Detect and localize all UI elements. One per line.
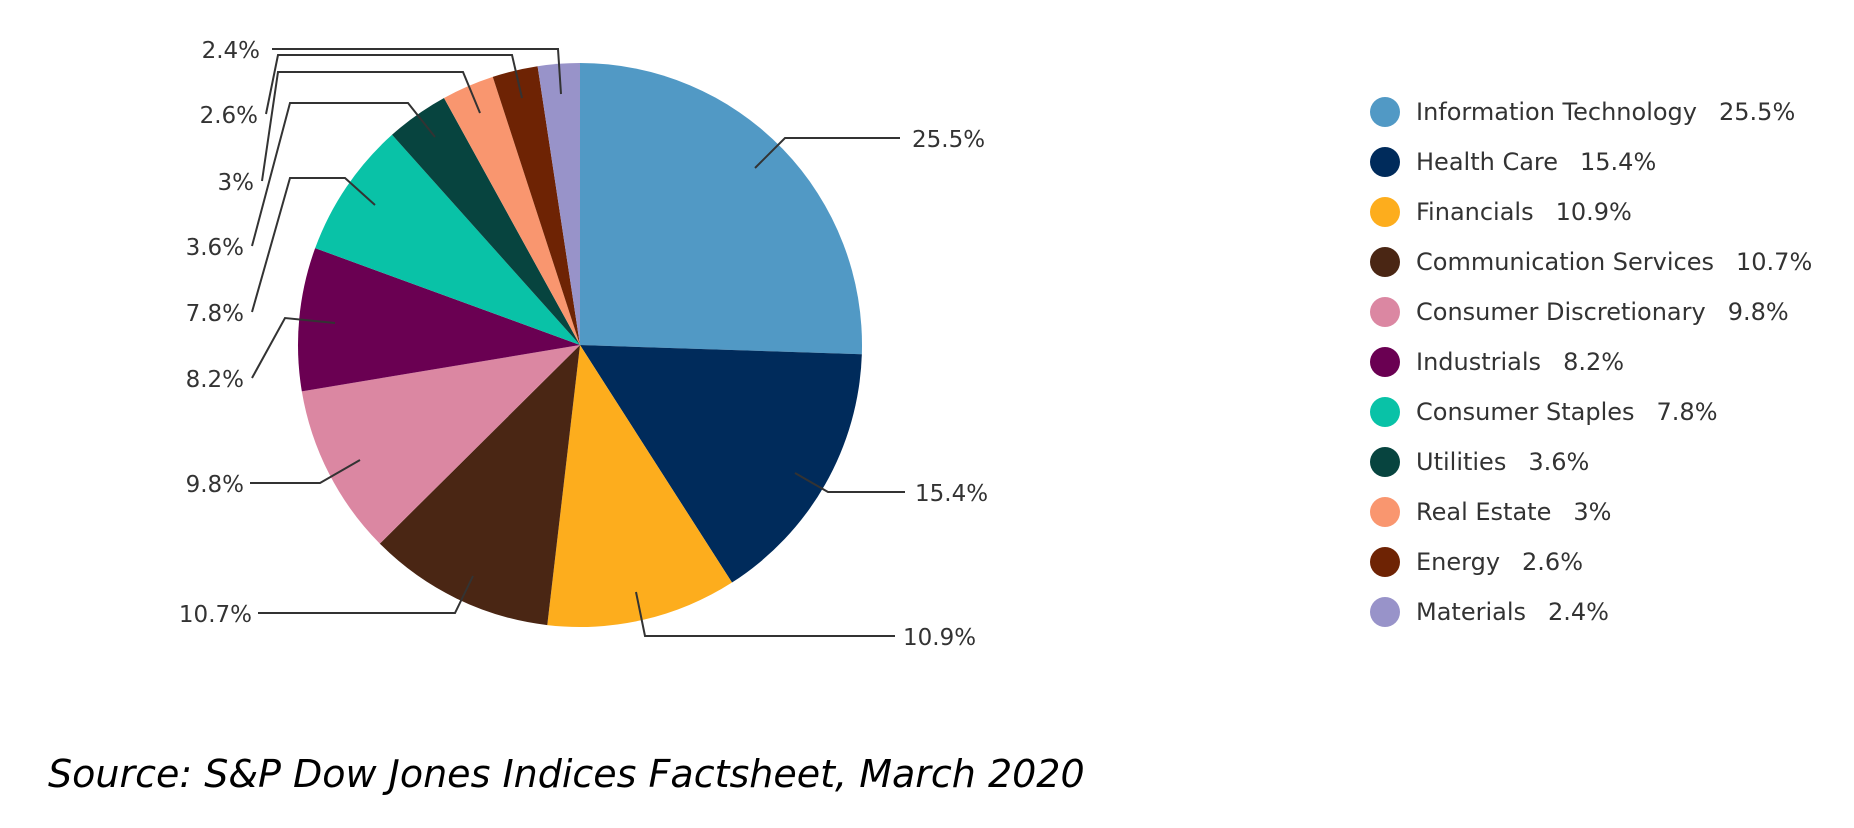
pie-slice-industrials bbox=[297, 248, 580, 392]
legend-value: 15.4% bbox=[1580, 148, 1657, 176]
pie-slice-consumer-staples bbox=[315, 134, 580, 345]
legend-item: Materials 2.4% bbox=[1370, 587, 1812, 637]
leader-line bbox=[261, 71, 481, 182]
legend-swatch-icon bbox=[1370, 497, 1400, 527]
legend-value: 10.9% bbox=[1555, 198, 1632, 226]
legend-swatch-icon bbox=[1370, 547, 1400, 577]
legend-label: Financials bbox=[1416, 198, 1534, 226]
legend-swatch-icon bbox=[1370, 147, 1400, 177]
legend-swatch-icon bbox=[1370, 447, 1400, 477]
legend-label: Real Estate bbox=[1416, 498, 1552, 526]
legend-item: Communication Services 10.7% bbox=[1370, 237, 1812, 287]
leader-line bbox=[272, 48, 562, 95]
data-label: 8.2% bbox=[186, 367, 244, 393]
legend-swatch-icon bbox=[1370, 597, 1400, 627]
leader-line bbox=[251, 316, 336, 379]
legend-value: 9.8% bbox=[1727, 298, 1789, 326]
data-label: 3.6% bbox=[186, 235, 244, 261]
data-label: 10.7% bbox=[179, 602, 252, 628]
data-label: 10.9% bbox=[903, 625, 976, 651]
leader-line bbox=[258, 575, 474, 614]
legend-label: Consumer Discretionary bbox=[1416, 298, 1706, 326]
pie-slice-information-technology bbox=[580, 63, 863, 355]
data-label: 3% bbox=[218, 170, 255, 196]
pie-slice-energy bbox=[492, 66, 580, 346]
legend-item: Energy 2.6% bbox=[1370, 537, 1812, 587]
pie-slice-real-estate bbox=[444, 76, 580, 345]
pie-slice-financials bbox=[547, 345, 732, 627]
legend-item: Utilities 3.6% bbox=[1370, 437, 1812, 487]
legend-label: Materials bbox=[1416, 598, 1527, 626]
legend-label: Information Technology bbox=[1416, 98, 1697, 126]
legend-swatch-icon bbox=[1370, 397, 1400, 427]
legend-item: Real Estate 3% bbox=[1370, 487, 1812, 537]
legend-item: Financials 10.9% bbox=[1370, 187, 1812, 237]
legend-value: 2.4% bbox=[1548, 598, 1609, 626]
source-caption: Source: S&P Dow Jones Indices Factsheet,… bbox=[48, 752, 1085, 796]
chart-legend: Information Technology 25.5% Health Care 15… bbox=[1370, 87, 1812, 637]
leader-line bbox=[251, 177, 376, 313]
legend-value: 25.5% bbox=[1719, 98, 1796, 126]
legend-value: 10.7% bbox=[1736, 248, 1813, 276]
pie-slices bbox=[297, 63, 863, 627]
pie-slice-health-care bbox=[580, 345, 862, 583]
legend-label: Consumer Staples bbox=[1416, 398, 1635, 426]
legend-label: Health Care bbox=[1416, 148, 1559, 176]
legend-item: Information Technology 25.5% bbox=[1370, 87, 1812, 137]
legend-item: Health Care 15.4% bbox=[1370, 137, 1812, 187]
leader-line bbox=[251, 102, 436, 247]
legend-item: Consumer Staples 7.8% bbox=[1370, 387, 1812, 437]
leader-line bbox=[265, 54, 523, 115]
legend-swatch-icon bbox=[1370, 347, 1400, 377]
legend-label: Energy bbox=[1416, 548, 1501, 576]
legend-swatch-icon bbox=[1370, 297, 1400, 327]
legend-value: 8.2% bbox=[1563, 348, 1625, 376]
pie-slice-materials bbox=[537, 63, 580, 345]
pie-slice-utilities bbox=[392, 97, 580, 345]
leader-line bbox=[635, 591, 895, 637]
leader-line bbox=[794, 472, 905, 493]
legend-value: 7.8% bbox=[1656, 398, 1718, 426]
legend-value: 3.6% bbox=[1528, 448, 1590, 476]
legend-label: Communication Services bbox=[1416, 248, 1714, 276]
data-label: 7.8% bbox=[186, 301, 244, 327]
legend-label: Utilities bbox=[1416, 448, 1507, 476]
pie-slice-consumer-discretionary bbox=[301, 345, 580, 544]
data-label: 2.6% bbox=[200, 103, 258, 129]
legend-swatch-icon bbox=[1370, 197, 1400, 227]
legend-item: Consumer Discretionary 9.8% bbox=[1370, 287, 1812, 337]
legend-swatch-icon bbox=[1370, 247, 1400, 277]
data-label: 25.5% bbox=[912, 127, 985, 153]
legend-value: 2.6% bbox=[1522, 548, 1584, 576]
legend-item: Industrials 8.2% bbox=[1370, 337, 1812, 387]
data-label: 15.4% bbox=[915, 481, 988, 507]
leader-lines bbox=[250, 48, 905, 637]
leader-line bbox=[250, 459, 361, 484]
legend-value: 3% bbox=[1573, 498, 1612, 526]
data-label: 2.4% bbox=[202, 38, 260, 64]
data-label: 9.8% bbox=[186, 472, 244, 498]
leader-line bbox=[754, 137, 900, 169]
legend-swatch-icon bbox=[1370, 97, 1400, 127]
legend-label: Industrials bbox=[1416, 348, 1542, 376]
data-labels: 25.5% 15.4% 10.9% 10.7% 9.8% 8.2% 7.8% 3.6% 3% 2.… bbox=[179, 38, 988, 651]
pie-slice-communication-services bbox=[379, 345, 580, 626]
